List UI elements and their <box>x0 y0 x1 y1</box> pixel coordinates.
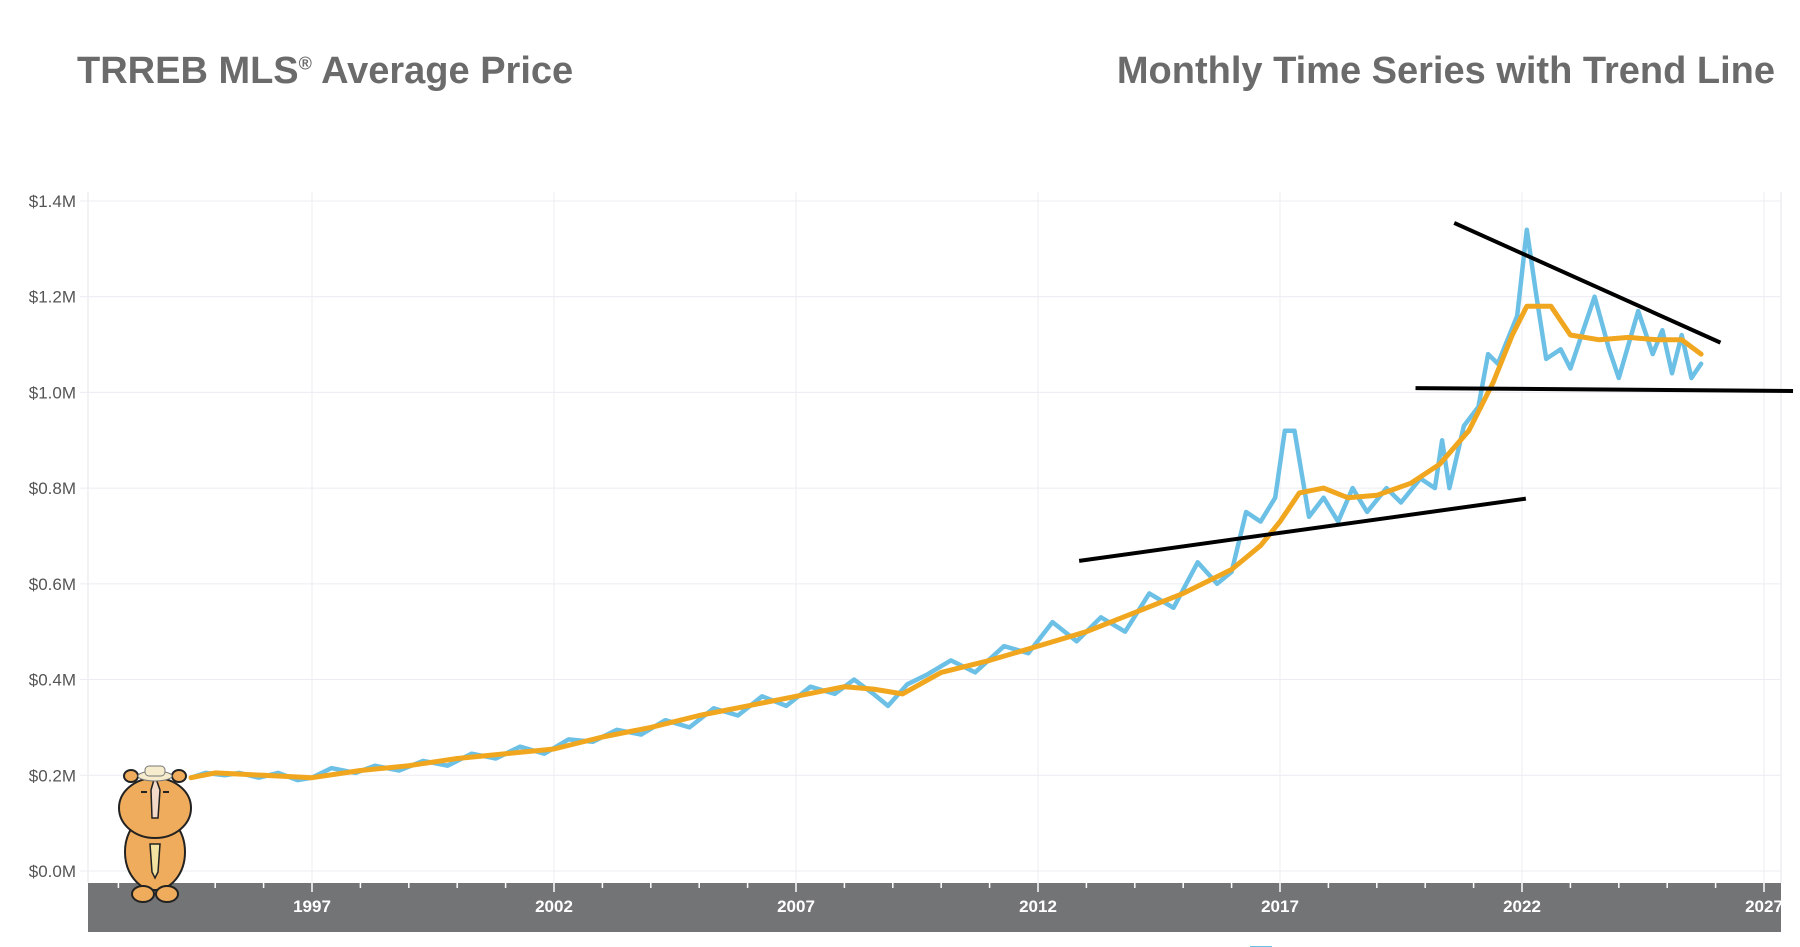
rhino-mascot-icon <box>118 765 192 903</box>
y-tick-label: $0.6M <box>29 575 76 594</box>
x-axis-band <box>88 883 1781 932</box>
x-tick-label: 2007 <box>777 897 815 916</box>
annotation-layer <box>1078 221 1794 563</box>
chart-title: TRREB MLS® Average Price <box>77 50 573 93</box>
title-text-rest: Average Price <box>311 50 574 92</box>
resistance-line-falling <box>1453 221 1722 345</box>
x-tick-label: 2022 <box>1503 897 1541 916</box>
y-tick-label: $1.2M <box>29 288 76 307</box>
x-tick-label: 2002 <box>535 897 573 916</box>
y-tick-label: $0.4M <box>29 671 76 690</box>
title-text: TRREB MLS <box>77 50 299 92</box>
y-tick-label: $0.8M <box>29 479 76 498</box>
support-line-rising <box>1078 496 1527 563</box>
y-tick-label: $1.0M <box>29 383 76 402</box>
x-tick-label: 1997 <box>293 897 331 916</box>
series-layer <box>188 227 1704 783</box>
y-axis: $0.0M $0.2M $0.4M $0.6M $0.8M $1.0M $1.2M $1.4M <box>29 192 76 881</box>
x-tick-label: 2012 <box>1019 897 1057 916</box>
x-axis: 1997 2002 2007 2012 2017 2022 2027 <box>117 883 1783 916</box>
grid <box>80 192 1782 883</box>
y-tick-label: $0.2M <box>29 766 76 785</box>
chart-subtitle: Monthly Time Series with Trend Line <box>1116 50 1775 92</box>
registered-mark: ® <box>298 53 312 74</box>
x-tick-label: 2017 <box>1261 897 1299 916</box>
trend-line <box>188 303 1704 781</box>
support-line-flat <box>1415 386 1794 393</box>
y-tick-label: $1.4M <box>29 192 76 211</box>
y-tick-label: $0.0M <box>29 862 76 881</box>
x-tick-label: 2027 <box>1745 897 1783 916</box>
